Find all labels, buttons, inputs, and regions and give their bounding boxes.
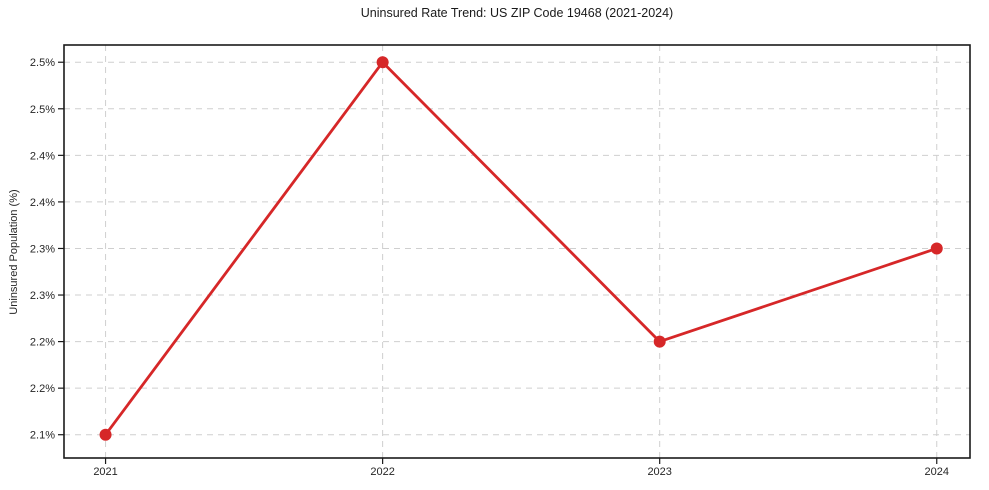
x-tick-label: 2022	[370, 466, 394, 478]
y-tick-label: 2.2%	[30, 337, 55, 349]
data-point	[653, 335, 666, 348]
y-tick-label: 2.1%	[30, 430, 55, 442]
data-point	[99, 428, 112, 441]
x-tick-label: 2024	[925, 466, 949, 478]
y-tick-label: 2.5%	[30, 57, 55, 69]
plot-border	[63, 44, 971, 459]
chart-title: Uninsured Rate Trend: US ZIP Code 19468 …	[360, 6, 674, 20]
y-tick-label: 2.3%	[30, 290, 55, 302]
y-tick-label: 2.4%	[30, 150, 55, 162]
data-point	[376, 56, 389, 69]
y-tick-label: 2.2%	[30, 383, 55, 395]
y-tick-label: 2.3%	[30, 243, 55, 255]
x-tick-label: 2021	[93, 466, 117, 478]
y-tick-label: 2.4%	[30, 197, 55, 209]
trend-line	[104, 60, 939, 437]
data-point	[930, 242, 943, 255]
x-tick-label: 2023	[647, 466, 671, 478]
y-tick-label: 2.5%	[30, 104, 55, 116]
